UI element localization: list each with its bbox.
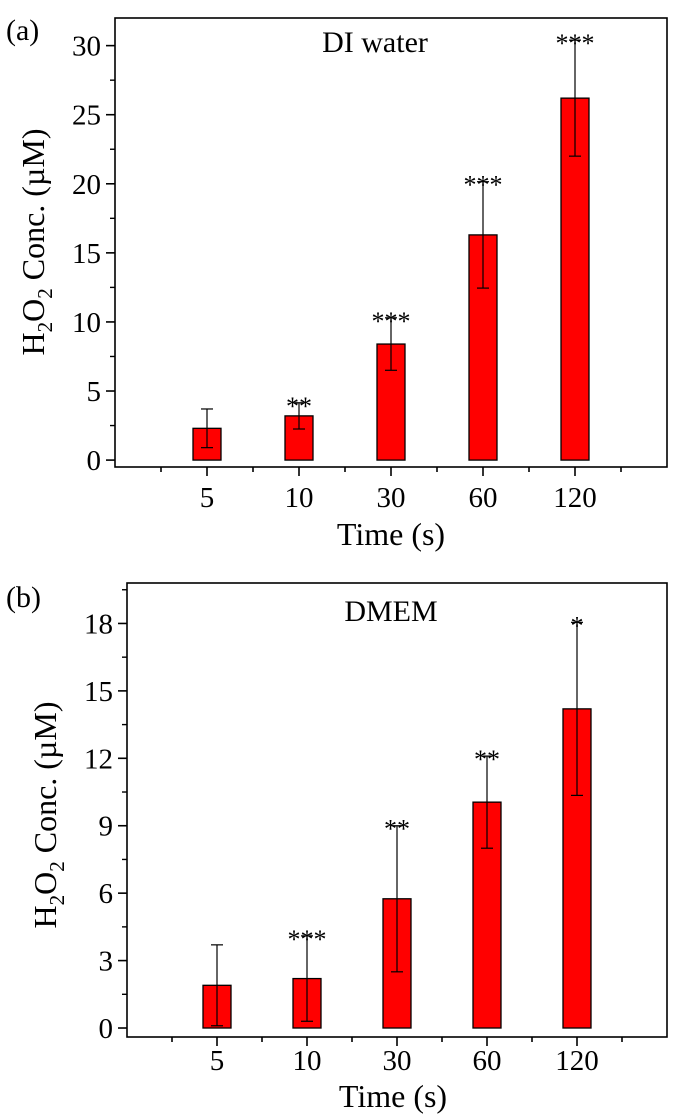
panel-b-y-axis-label-o: O: [27, 872, 63, 895]
significance-mark: **: [474, 745, 500, 774]
error-bar: [481, 755, 493, 849]
x-tick-label: 5: [210, 1045, 225, 1077]
significance-mark: ***: [372, 307, 411, 336]
panel-b-y-axis-label-h: H: [27, 905, 63, 928]
y-tick-label: 0: [87, 445, 102, 477]
x-tick-label: 120: [553, 482, 597, 514]
panel-a-y-axis-label-h: H: [15, 332, 51, 355]
panel-a-label: (a): [6, 14, 39, 47]
panel-b-y-axis-label-sub1: 2: [45, 895, 69, 906]
y-tick-label: 9: [99, 811, 114, 843]
y-tick-label: 20: [72, 169, 101, 201]
y-tick-label: 18: [84, 608, 113, 640]
error-bar: [477, 181, 489, 289]
error-bar: [293, 402, 305, 430]
error-bar: [211, 944, 223, 1027]
y-tick-label: 15: [72, 238, 101, 270]
significance-mark: ***: [464, 171, 503, 200]
significance-mark: **: [286, 392, 312, 421]
panel-b-x-axis-label: Time (s): [339, 1078, 447, 1114]
error-bar: [391, 825, 403, 973]
panel-b-ticks: 0 3 6 9 12 15 18 5 10 30 60 120: [84, 589, 623, 1077]
x-tick-label: 120: [555, 1045, 599, 1077]
panel-a-title: DI water: [322, 26, 428, 59]
panel-a-y-axis-label-o: O: [15, 299, 51, 322]
y-tick-label: 12: [84, 743, 113, 775]
error-bar: [385, 317, 397, 371]
bar: [560, 97, 590, 461]
panel-a-y-axis-label: H2O2 Conc. (µM): [15, 129, 57, 356]
panel-a-ticks: 0 5 10 15 20 25 30 5 10 30 60 120: [72, 31, 622, 514]
y-tick-label: 0: [99, 1013, 114, 1045]
panel-b-bars: ********: [202, 611, 592, 1029]
x-tick-label: 30: [377, 482, 406, 514]
panel-b-y-axis-label-rest: Conc. (µM): [27, 702, 63, 862]
significance-mark: **: [384, 815, 410, 844]
significance-mark: ***: [556, 29, 595, 58]
x-tick-label: 30: [383, 1045, 412, 1077]
panel-a-bars: ***********: [192, 29, 595, 461]
x-tick-label: 5: [200, 482, 215, 514]
panel-b-label: (b): [6, 581, 41, 614]
panel-b-y-axis-label: H2O2 Conc. (µM): [27, 702, 69, 929]
error-bar: [571, 621, 583, 796]
error-bar: [569, 39, 581, 157]
x-tick-label: 60: [469, 482, 498, 514]
error-bar: [301, 935, 313, 1022]
panel-a-x-axis-label: Time (s): [337, 516, 445, 552]
y-tick-label: 30: [72, 31, 101, 63]
y-tick-label: 10: [72, 307, 101, 339]
panel-b-title: DMEM: [344, 595, 437, 628]
x-tick-label: 10: [293, 1045, 322, 1077]
x-tick-label: 10: [285, 482, 314, 514]
error-bar: [201, 408, 213, 449]
y-tick-label: 15: [84, 676, 113, 708]
panel-b-y-axis-label-sub2: 2: [45, 861, 69, 872]
y-tick-label: 25: [72, 100, 101, 132]
y-tick-label: 6: [99, 878, 114, 910]
panel-a-y-axis-label-rest: Conc. (µM): [15, 129, 51, 289]
significance-mark: *: [571, 611, 584, 640]
y-tick-label: 3: [99, 946, 114, 978]
panel-a-y-axis-label-sub2: 2: [33, 288, 57, 299]
y-tick-label: 5: [87, 376, 102, 408]
x-tick-label: 60: [473, 1045, 502, 1077]
significance-mark: ***: [288, 925, 327, 954]
panel-a-y-axis-label-sub1: 2: [33, 322, 57, 333]
